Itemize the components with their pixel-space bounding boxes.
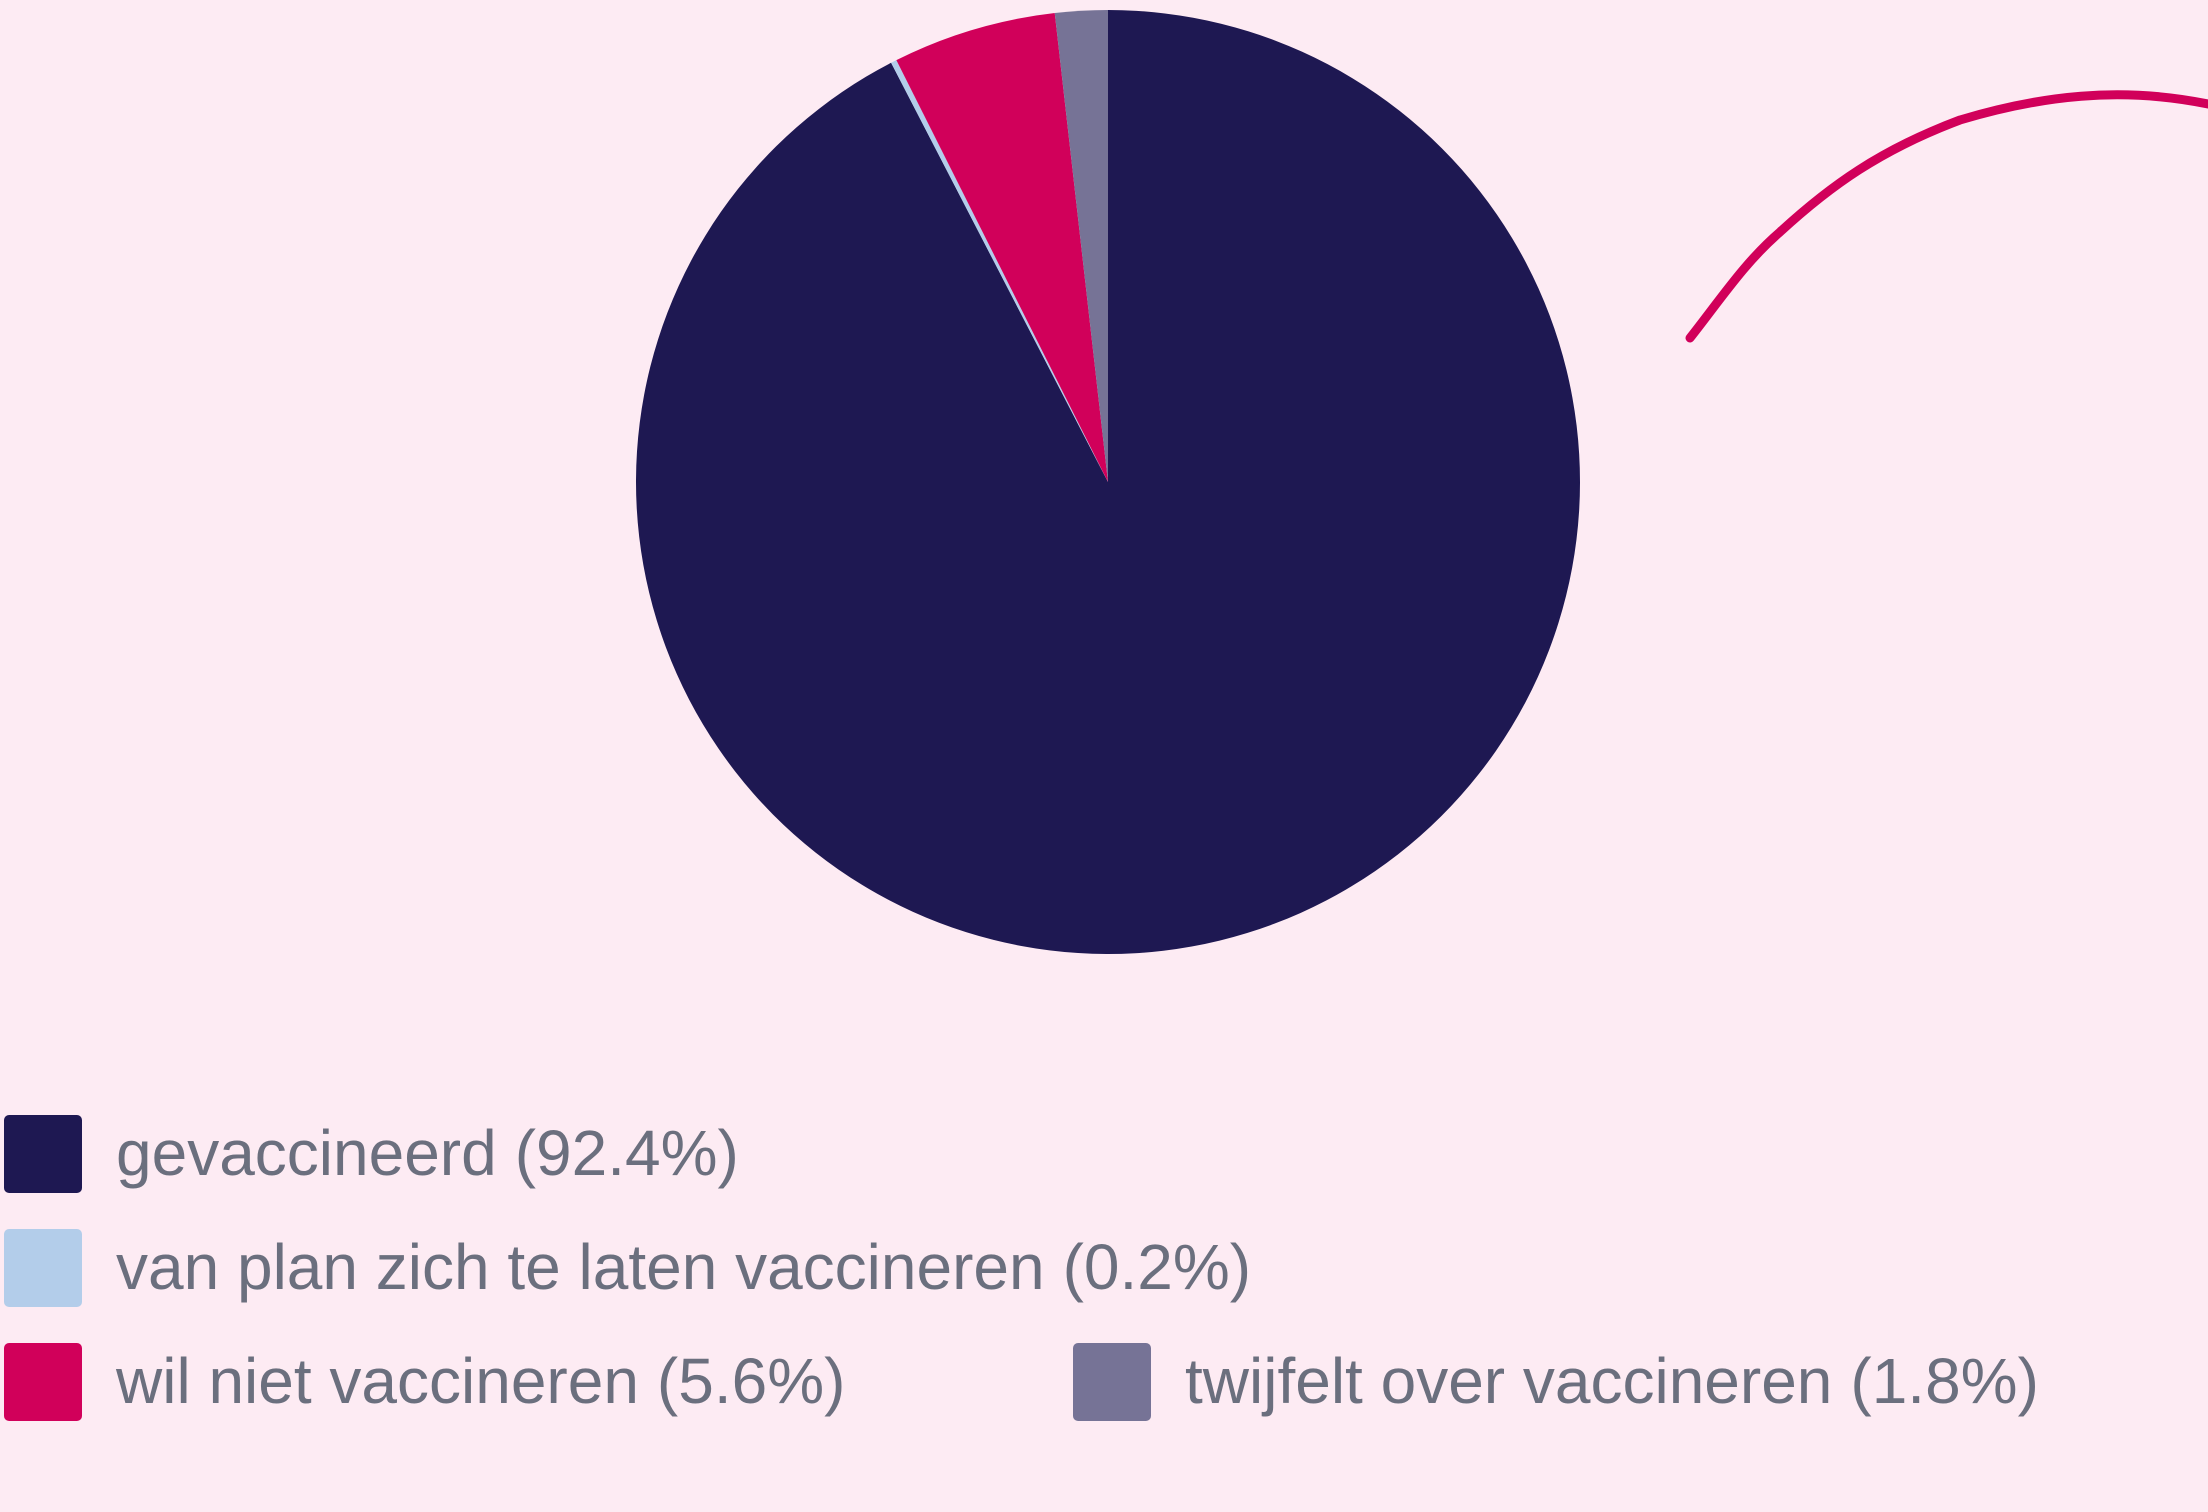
legend-label: gevaccineerd (92.4%) — [116, 1117, 739, 1189]
legend-swatch — [1073, 1343, 1151, 1421]
legend-name: gevaccineerd — [116, 1117, 497, 1189]
legend-swatch — [4, 1115, 82, 1193]
legend-value: (1.8%) — [1850, 1345, 2039, 1417]
legend-swatch — [4, 1343, 82, 1421]
legend-swatch — [4, 1229, 82, 1307]
legend-name: twijfelt over vaccineren — [1185, 1345, 1832, 1417]
pie-slice — [891, 60, 1108, 483]
legend-label: van plan zich te laten vaccineren (0.2%) — [116, 1231, 1251, 1303]
legend-name: van plan zich te laten vaccineren — [116, 1231, 1045, 1303]
legend-value: (5.6%) — [657, 1345, 846, 1417]
pie-slice — [896, 13, 1108, 482]
legend-name: wil niet vaccineren — [115, 1345, 639, 1417]
legend-value: (0.2%) — [1063, 1231, 1252, 1303]
decorative-swoosh — [1685, 90, 2208, 343]
legend-label: wil niet vaccineren (5.6%) — [115, 1345, 845, 1417]
legend-label: twijfelt over vaccineren (1.8%) — [1185, 1345, 2039, 1417]
pie-slice — [1054, 10, 1108, 482]
legend-value: (92.4%) — [515, 1117, 739, 1189]
